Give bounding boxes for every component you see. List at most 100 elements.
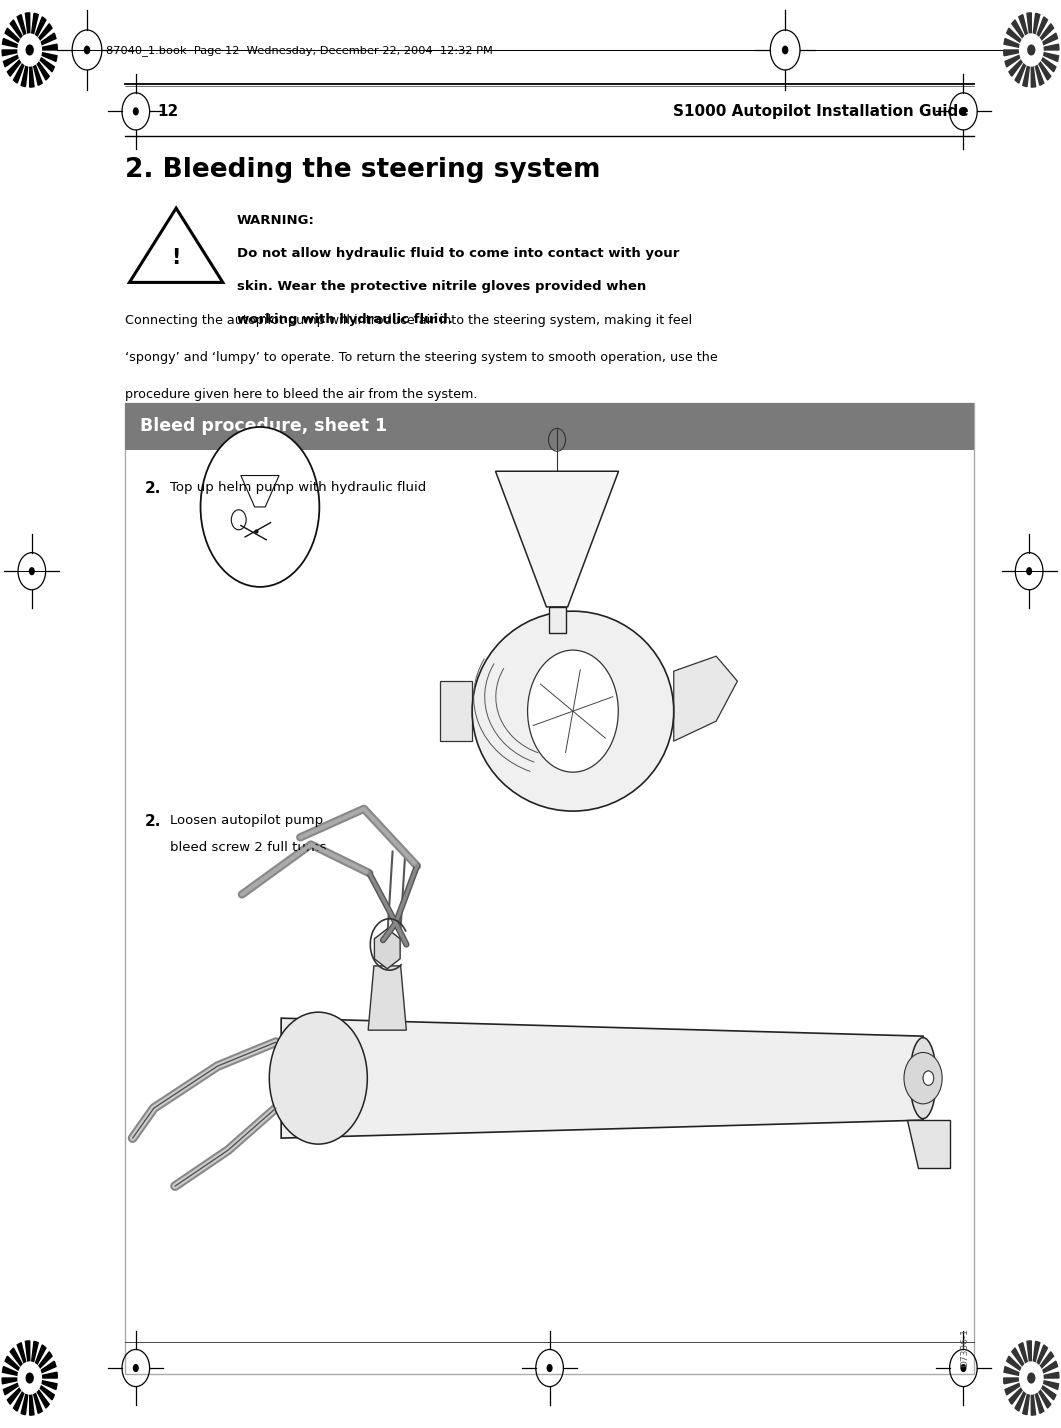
Ellipse shape: [472, 611, 674, 811]
Polygon shape: [1031, 50, 1044, 86]
Polygon shape: [7, 1378, 30, 1404]
Polygon shape: [1015, 50, 1031, 83]
Circle shape: [133, 1364, 139, 1372]
Circle shape: [923, 1071, 934, 1085]
Polygon shape: [30, 24, 52, 50]
Polygon shape: [1031, 17, 1047, 50]
Polygon shape: [1031, 1378, 1036, 1415]
Circle shape: [269, 1012, 367, 1144]
Polygon shape: [30, 50, 54, 71]
Text: working with hydraulic fluid.: working with hydraulic fluid.: [237, 313, 452, 326]
Circle shape: [1026, 567, 1032, 575]
Circle shape: [1019, 33, 1044, 67]
Polygon shape: [30, 1378, 49, 1408]
Polygon shape: [1012, 20, 1031, 50]
Circle shape: [25, 44, 34, 56]
Text: 12: 12: [157, 104, 178, 119]
Polygon shape: [30, 1378, 54, 1399]
Polygon shape: [440, 681, 472, 741]
Circle shape: [904, 1052, 942, 1104]
Polygon shape: [30, 13, 38, 50]
Polygon shape: [1019, 1342, 1031, 1378]
Polygon shape: [1031, 1378, 1056, 1399]
Polygon shape: [1027, 1341, 1031, 1378]
Polygon shape: [1031, 1361, 1058, 1378]
Text: 87040_1.book  Page 12  Wednesday, December 22, 2004  12:32 PM: 87040_1.book Page 12 Wednesday, December…: [106, 46, 493, 56]
Circle shape: [1027, 44, 1036, 56]
Polygon shape: [495, 471, 619, 607]
Polygon shape: [14, 50, 30, 83]
Bar: [125, 403, 974, 450]
Polygon shape: [1031, 13, 1040, 50]
Polygon shape: [1031, 50, 1036, 87]
Polygon shape: [1007, 1357, 1031, 1378]
Polygon shape: [1031, 50, 1056, 71]
Polygon shape: [1015, 1378, 1031, 1411]
Polygon shape: [30, 1361, 56, 1378]
Circle shape: [25, 1372, 34, 1384]
Polygon shape: [1009, 1378, 1031, 1404]
Text: !: !: [172, 248, 180, 268]
Polygon shape: [21, 1378, 30, 1415]
Polygon shape: [30, 1372, 57, 1378]
Polygon shape: [30, 1378, 42, 1414]
Circle shape: [960, 107, 967, 116]
Text: Connecting the autopilot pump will introduce air into the steering system, makin: Connecting the autopilot pump will intro…: [125, 314, 693, 327]
Circle shape: [29, 567, 35, 575]
Polygon shape: [549, 607, 566, 633]
Polygon shape: [1019, 14, 1031, 50]
Polygon shape: [30, 50, 34, 87]
Polygon shape: [3, 50, 30, 67]
Circle shape: [527, 650, 619, 773]
Polygon shape: [2, 50, 30, 56]
Polygon shape: [1004, 1367, 1031, 1378]
Text: procedure given here to bleed the air from the system.: procedure given here to bleed the air fr…: [125, 388, 477, 401]
Polygon shape: [30, 50, 42, 86]
Polygon shape: [368, 965, 406, 1030]
Polygon shape: [11, 1348, 30, 1378]
Polygon shape: [1004, 50, 1031, 56]
Polygon shape: [1023, 50, 1031, 87]
Polygon shape: [11, 20, 30, 50]
Polygon shape: [281, 1018, 923, 1138]
Polygon shape: [1031, 1341, 1040, 1378]
Polygon shape: [1007, 29, 1031, 50]
Text: 2.: 2.: [144, 481, 160, 497]
Text: ‘spongy’ and ‘lumpy’ to operate. To return the steering system to smooth operati: ‘spongy’ and ‘lumpy’ to operate. To retu…: [125, 351, 718, 364]
Polygon shape: [1009, 50, 1031, 76]
Polygon shape: [375, 928, 400, 968]
Circle shape: [782, 46, 788, 54]
Text: bleed screw 2 full turns: bleed screw 2 full turns: [170, 841, 327, 854]
Polygon shape: [241, 476, 279, 507]
Circle shape: [17, 1361, 42, 1395]
Polygon shape: [2, 1367, 30, 1378]
Circle shape: [201, 427, 319, 587]
Polygon shape: [30, 33, 56, 50]
Circle shape: [17, 33, 42, 67]
Circle shape: [923, 1071, 934, 1085]
Polygon shape: [30, 1378, 34, 1415]
Circle shape: [1027, 1372, 1036, 1384]
FancyBboxPatch shape: [125, 403, 974, 1374]
Polygon shape: [25, 13, 30, 50]
Polygon shape: [1031, 1352, 1054, 1378]
Polygon shape: [1031, 33, 1058, 50]
Text: 2. Bleeding the steering system: 2. Bleeding the steering system: [125, 157, 601, 183]
Polygon shape: [1004, 39, 1031, 50]
Polygon shape: [1031, 1372, 1059, 1378]
Polygon shape: [1031, 1378, 1059, 1389]
Text: WARNING:: WARNING:: [237, 214, 314, 227]
Polygon shape: [1031, 24, 1054, 50]
Polygon shape: [30, 50, 57, 61]
Circle shape: [1019, 1361, 1044, 1395]
Circle shape: [133, 107, 139, 116]
Polygon shape: [25, 1341, 30, 1378]
Polygon shape: [30, 1378, 57, 1389]
Text: Bleed procedure, sheet 1: Bleed procedure, sheet 1: [140, 417, 387, 436]
Circle shape: [84, 46, 90, 54]
Polygon shape: [1005, 1378, 1031, 1395]
Polygon shape: [1031, 50, 1050, 80]
Polygon shape: [21, 50, 30, 87]
Polygon shape: [907, 1120, 950, 1168]
Polygon shape: [2, 39, 30, 50]
